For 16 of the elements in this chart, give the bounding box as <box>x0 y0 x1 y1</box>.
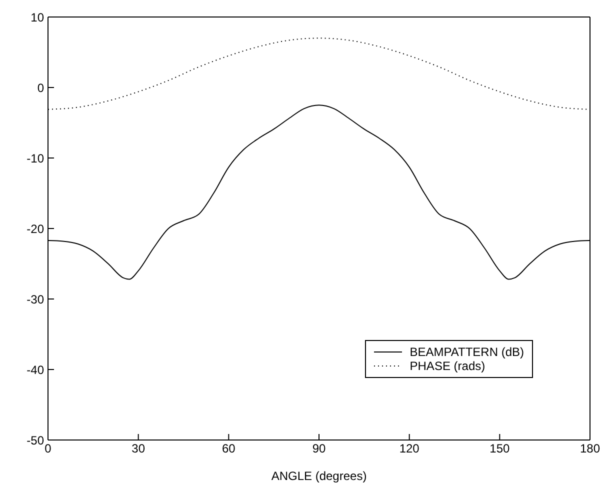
y-tick-label: -10 <box>26 151 44 166</box>
x-tick-label: 120 <box>399 442 420 456</box>
y-tick-label: -30 <box>26 292 44 306</box>
x-axis-title: ANGLE (degrees) <box>271 469 367 483</box>
x-tick-label: 90 <box>312 442 326 456</box>
legend-label: BEAMPATTERN (dB) <box>410 345 524 359</box>
y-tick-label: 0 <box>37 80 44 95</box>
x-tick-label: 180 <box>580 442 600 456</box>
y-tick-label: 10 <box>30 10 44 24</box>
y-tick-label: -50 <box>26 433 44 448</box>
y-tick-label: -20 <box>26 222 44 236</box>
x-tick-label: 150 <box>490 442 510 456</box>
legend-label: PHASE (rads) <box>410 359 486 373</box>
x-tick-label: 60 <box>222 442 236 456</box>
x-tick-label: 30 <box>132 442 146 456</box>
y-tick-label: -40 <box>26 362 44 377</box>
